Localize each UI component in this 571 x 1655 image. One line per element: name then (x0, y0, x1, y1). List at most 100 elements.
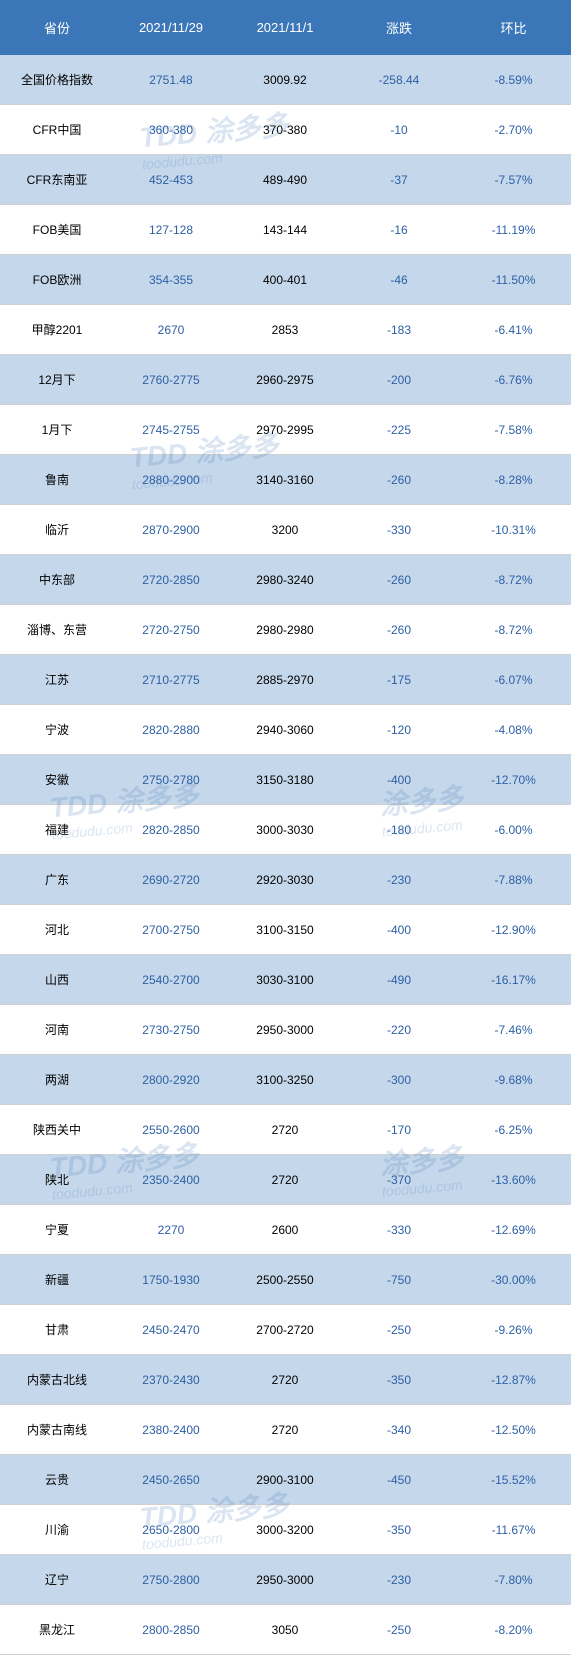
col-header-date1: 2021/11/29 (114, 0, 228, 55)
cell-date1: 2450-2470 (114, 1305, 228, 1355)
cell-change: -750 (342, 1255, 456, 1305)
table-row: 山西2540-27003030-3100-490-16.17% (0, 955, 571, 1005)
cell-change: -260 (342, 555, 456, 605)
cell-change: -400 (342, 755, 456, 805)
cell-date2: 2885-2970 (228, 655, 342, 705)
cell-change: -37 (342, 155, 456, 205)
cell-date1: 2800-2920 (114, 1055, 228, 1105)
cell-pct: -8.28% (456, 455, 571, 505)
cell-date1: 2745-2755 (114, 405, 228, 455)
cell-province: 河北 (0, 905, 114, 955)
cell-date1: 452-453 (114, 155, 228, 205)
cell-pct: -12.69% (456, 1205, 571, 1255)
cell-pct: -11.19% (456, 205, 571, 255)
cell-change: -450 (342, 1455, 456, 1505)
cell-change: -330 (342, 505, 456, 555)
table-row: 鲁南2880-29003140-3160-260-8.28% (0, 455, 571, 505)
cell-date2: 2950-3000 (228, 1005, 342, 1055)
cell-date1: 127-128 (114, 205, 228, 255)
table-row: 黑龙江2800-28503050-250-8.20% (0, 1605, 571, 1655)
cell-pct: -11.50% (456, 255, 571, 305)
cell-province: FOB欧洲 (0, 255, 114, 305)
cell-date1: 2380-2400 (114, 1405, 228, 1455)
cell-pct: -12.90% (456, 905, 571, 955)
cell-change: -490 (342, 955, 456, 1005)
cell-date2: 2970-2995 (228, 405, 342, 455)
cell-change: -230 (342, 1555, 456, 1605)
cell-date1: 2720-2750 (114, 605, 228, 655)
cell-pct: -9.26% (456, 1305, 571, 1355)
cell-date2: 2980-3240 (228, 555, 342, 605)
table-row: 淄博、东营2720-27502980-2980-260-8.72% (0, 605, 571, 655)
table-row: 宁波2820-28802940-3060-120-4.08% (0, 705, 571, 755)
table-row: CFR中国360-380370-380-10-2.70% (0, 105, 571, 155)
cell-province: CFR东南亚 (0, 155, 114, 205)
col-header-date2: 2021/11/1 (228, 0, 342, 55)
cell-province: 广东 (0, 855, 114, 905)
cell-pct: -6.07% (456, 655, 571, 705)
table-row: 内蒙古南线2380-24002720-340-12.50% (0, 1405, 571, 1455)
cell-change: -120 (342, 705, 456, 755)
cell-date1: 2880-2900 (114, 455, 228, 505)
cell-change: -340 (342, 1405, 456, 1455)
cell-province: 江苏 (0, 655, 114, 705)
table-row: 川渝2650-28003000-3200-350-11.67% (0, 1505, 571, 1555)
cell-change: -250 (342, 1305, 456, 1355)
price-table: 省份 2021/11/29 2021/11/1 涨跌 环比 全国价格指数2751… (0, 0, 571, 1655)
cell-date1: 2650-2800 (114, 1505, 228, 1555)
table-row: 宁夏22702600-330-12.69% (0, 1205, 571, 1255)
table-row: 福建2820-28503000-3030-180-6.00% (0, 805, 571, 855)
cell-date2: 2700-2720 (228, 1305, 342, 1355)
cell-pct: -15.52% (456, 1455, 571, 1505)
table-row: FOB美国127-128143-144-16-11.19% (0, 205, 571, 255)
cell-date1: 2350-2400 (114, 1155, 228, 1205)
cell-pct: -16.17% (456, 955, 571, 1005)
cell-date2: 3100-3150 (228, 905, 342, 955)
table-row: 辽宁2750-28002950-3000-230-7.80% (0, 1555, 571, 1605)
cell-change: -350 (342, 1505, 456, 1555)
table-row: 临沂2870-29003200-330-10.31% (0, 505, 571, 555)
cell-date1: 2751.48 (114, 55, 228, 105)
cell-change: -170 (342, 1105, 456, 1155)
cell-date2: 2900-3100 (228, 1455, 342, 1505)
cell-date2: 2600 (228, 1205, 342, 1255)
table-row: 广东2690-27202920-3030-230-7.88% (0, 855, 571, 905)
cell-change: -330 (342, 1205, 456, 1255)
table-container: 省份 2021/11/29 2021/11/1 涨跌 环比 全国价格指数2751… (0, 0, 571, 1655)
cell-province: 山西 (0, 955, 114, 1005)
cell-change: -225 (342, 405, 456, 455)
cell-date2: 3100-3250 (228, 1055, 342, 1105)
cell-date2: 2960-2975 (228, 355, 342, 405)
col-header-province: 省份 (0, 0, 114, 55)
cell-pct: -9.68% (456, 1055, 571, 1105)
cell-date1: 2370-2430 (114, 1355, 228, 1405)
cell-province: 甘肃 (0, 1305, 114, 1355)
cell-date1: 2670 (114, 305, 228, 355)
cell-pct: -12.50% (456, 1405, 571, 1455)
cell-pct: -30.00% (456, 1255, 571, 1305)
cell-date2: 3050 (228, 1605, 342, 1655)
table-row: 中东部2720-28502980-3240-260-8.72% (0, 555, 571, 605)
table-row: 陕北2350-24002720-370-13.60% (0, 1155, 571, 1205)
cell-pct: -6.25% (456, 1105, 571, 1155)
cell-change: -400 (342, 905, 456, 955)
cell-pct: -11.67% (456, 1505, 571, 1555)
cell-date1: 2690-2720 (114, 855, 228, 905)
cell-province: 全国价格指数 (0, 55, 114, 105)
cell-date2: 2950-3000 (228, 1555, 342, 1605)
cell-change: -46 (342, 255, 456, 305)
cell-date2: 400-401 (228, 255, 342, 305)
cell-pct: -6.41% (456, 305, 571, 355)
cell-date1: 2800-2850 (114, 1605, 228, 1655)
cell-province: CFR中国 (0, 105, 114, 155)
cell-date2: 2853 (228, 305, 342, 355)
cell-pct: -7.88% (456, 855, 571, 905)
cell-change: -370 (342, 1155, 456, 1205)
cell-province: FOB美国 (0, 205, 114, 255)
table-row: 云贵2450-26502900-3100-450-15.52% (0, 1455, 571, 1505)
col-header-change: 涨跌 (342, 0, 456, 55)
cell-province: 福建 (0, 805, 114, 855)
table-row: 安徽2750-27803150-3180-400-12.70% (0, 755, 571, 805)
table-row: 甲醇220126702853-183-6.41% (0, 305, 571, 355)
cell-date1: 2270 (114, 1205, 228, 1255)
